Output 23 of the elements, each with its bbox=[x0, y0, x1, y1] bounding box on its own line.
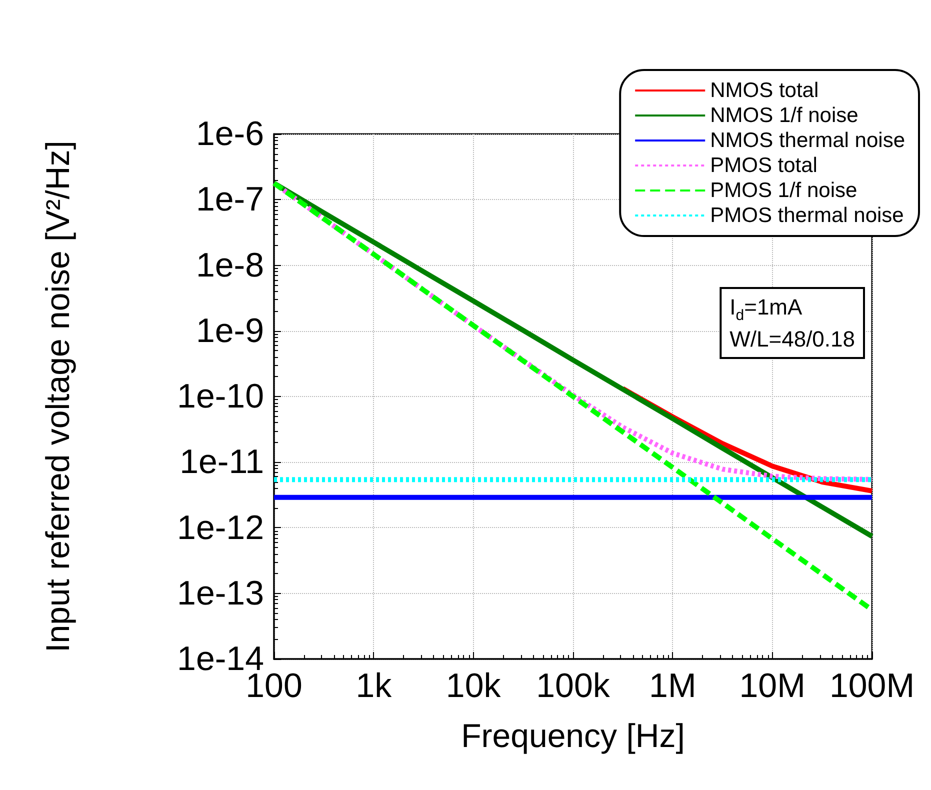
legend-label: NMOS total bbox=[710, 79, 819, 102]
legend-label: PMOS 1/f noise bbox=[710, 179, 858, 202]
x-tick-label: 100M bbox=[829, 667, 915, 705]
x-tick-label: 10M bbox=[739, 667, 806, 705]
y-tick-label: 1e-10 bbox=[177, 378, 264, 416]
x-tick-label: 100k bbox=[536, 667, 611, 705]
y-tick-label: 1e-12 bbox=[177, 508, 264, 547]
x-axis-title: Frequency [Hz] bbox=[461, 717, 685, 754]
y-tick-label: 1e-9 bbox=[196, 312, 264, 350]
x-tick-label: 1k bbox=[356, 667, 393, 705]
legend-label: NMOS 1/f noise bbox=[710, 104, 858, 127]
annotation: W/L=48/0.18 bbox=[730, 326, 856, 352]
y-tick-label: 1e-8 bbox=[196, 246, 264, 284]
y-tick-label: 1e-13 bbox=[177, 574, 264, 612]
y-tick-label: 1e-7 bbox=[196, 180, 264, 219]
legend-label: NMOS thermal noise bbox=[710, 129, 906, 152]
x-tick-label: 1M bbox=[649, 667, 696, 705]
y-tick-label: 1e-11 bbox=[180, 443, 264, 482]
y-axis-title: Input referred voltage noise [V²/Hz] bbox=[39, 140, 76, 652]
legend-label: PMOS thermal noise bbox=[710, 204, 904, 227]
legend-label: PMOS total bbox=[710, 154, 818, 177]
x-tick-label: 10k bbox=[446, 667, 502, 705]
y-tick-label: 1e-6 bbox=[196, 115, 264, 153]
